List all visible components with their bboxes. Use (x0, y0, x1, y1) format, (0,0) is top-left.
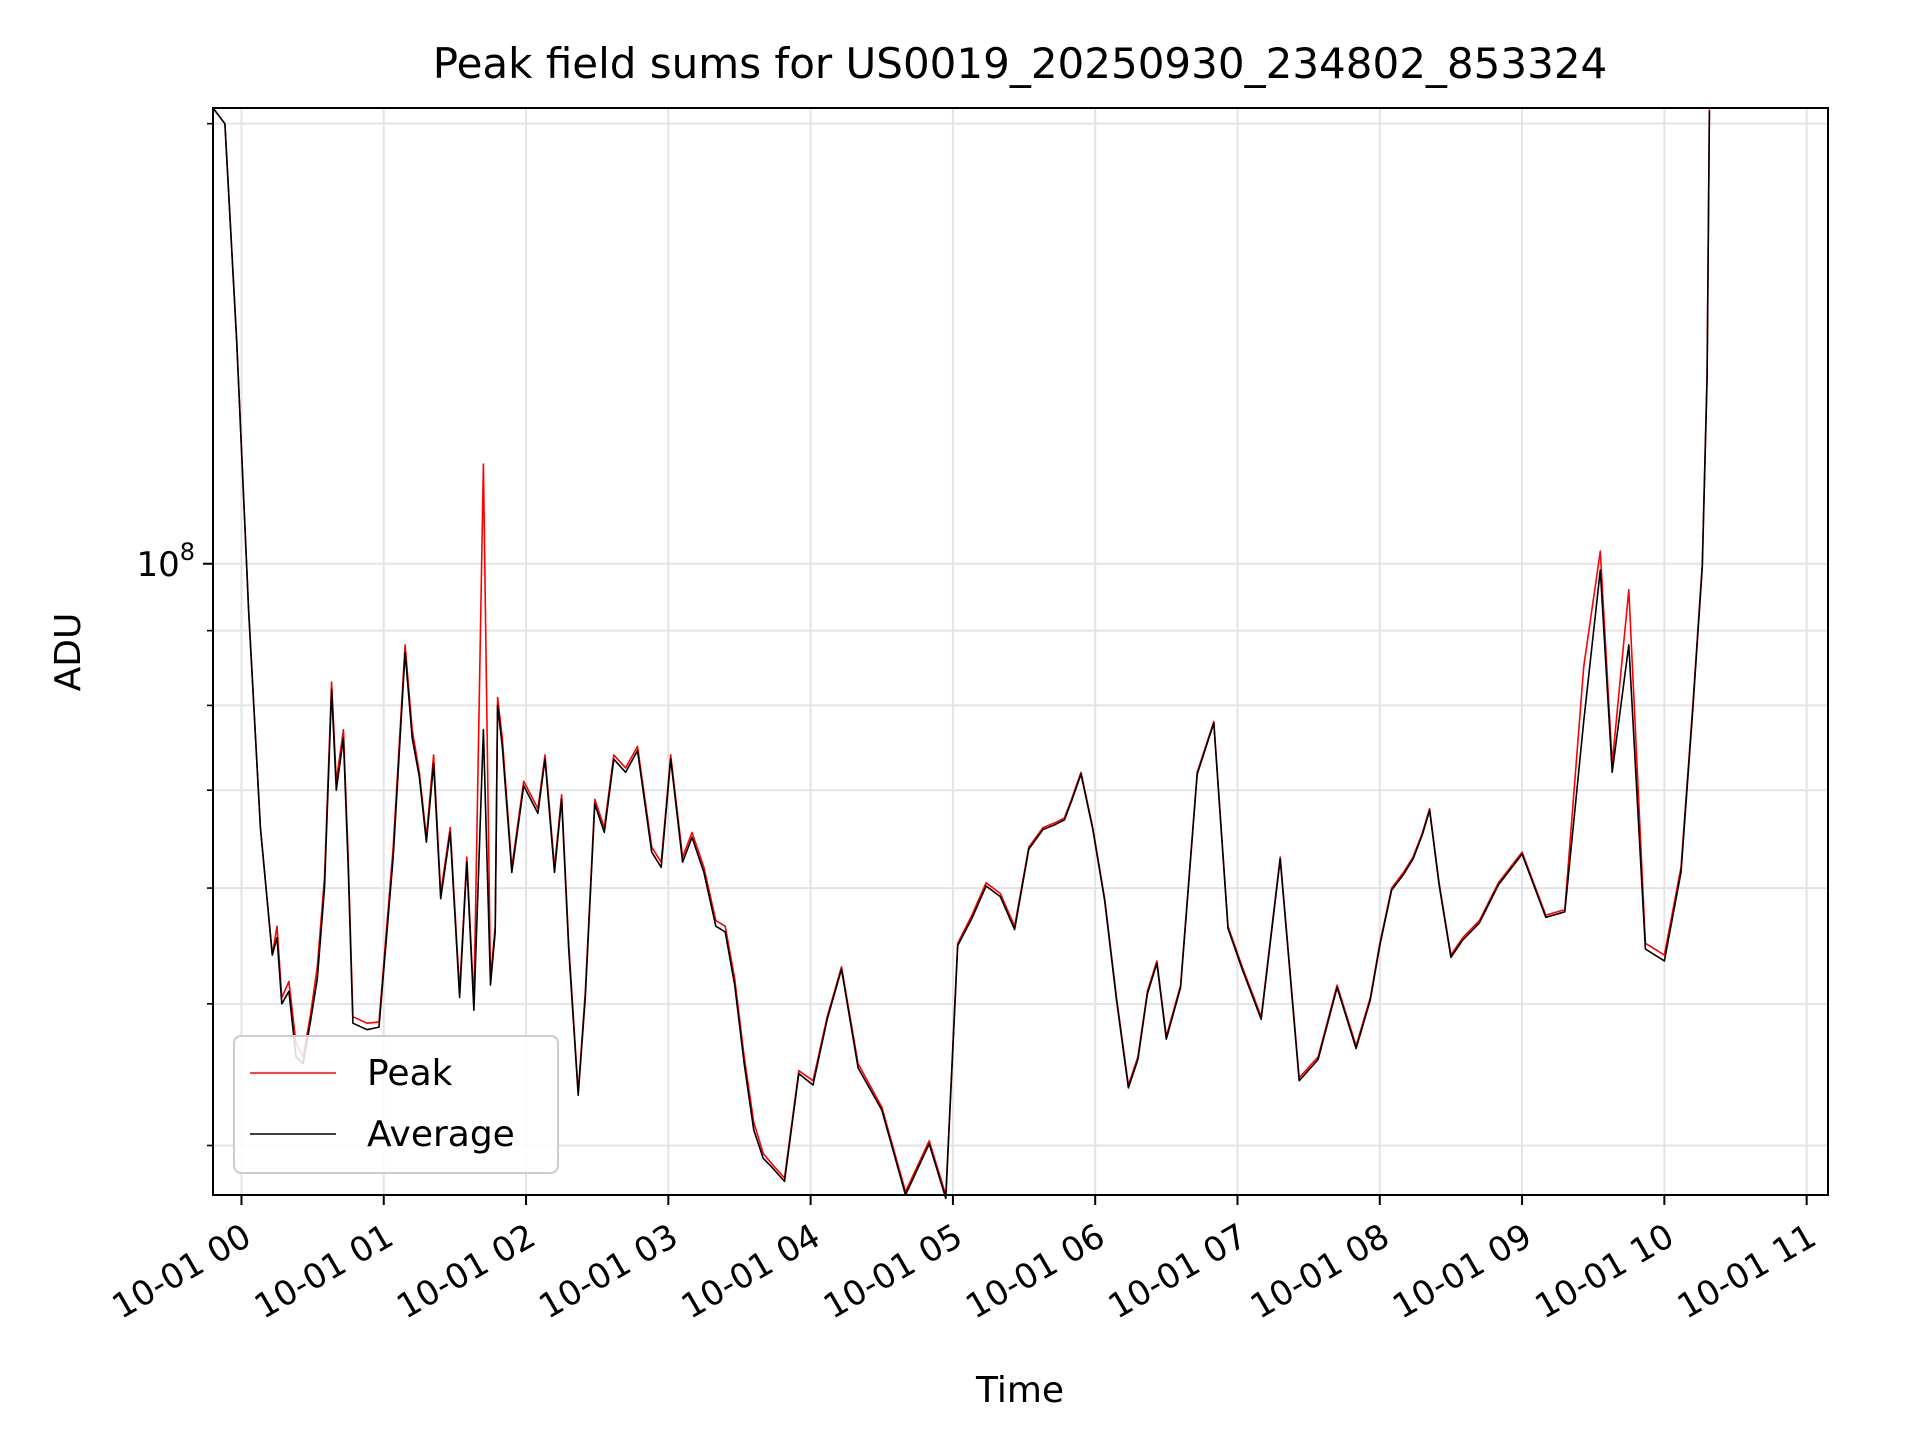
grid-lines (213, 108, 1828, 1195)
legend-label-average: Average (367, 1114, 515, 1155)
legend-label-peak: Peak (367, 1053, 453, 1094)
y-tick-label: 108 (136, 538, 195, 585)
y-axis-label: ADU (48, 613, 89, 692)
legend: Peak Average (233, 1035, 559, 1174)
series-layer (212, 107, 1711, 1200)
chart-title: Peak field sums for US0019_20250930_2348… (433, 39, 1608, 88)
legend-box (233, 1035, 559, 1174)
x-axis-label: Time (975, 1370, 1064, 1411)
plot-frame (212, 107, 1829, 1196)
y-axis-ticks: 108 (136, 122, 213, 1147)
series-line-average (212, 107, 1711, 1200)
